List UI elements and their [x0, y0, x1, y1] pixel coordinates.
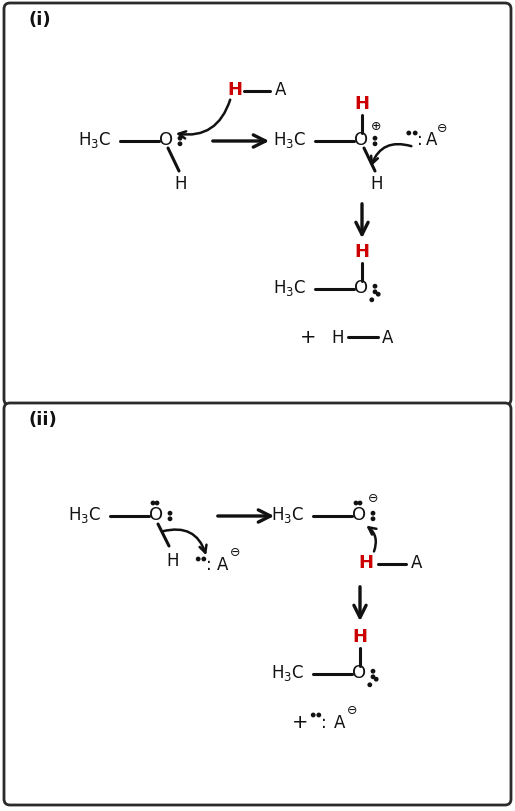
Text: H$_3$C: H$_3$C: [273, 130, 306, 150]
Circle shape: [370, 298, 373, 303]
Circle shape: [371, 676, 375, 679]
Text: :: :: [321, 713, 327, 731]
Text: O: O: [354, 131, 368, 148]
Circle shape: [371, 670, 375, 673]
Circle shape: [151, 502, 154, 505]
Text: (ii): (ii): [28, 410, 57, 428]
Circle shape: [373, 285, 376, 289]
Text: :: :: [206, 556, 212, 573]
Text: A: A: [426, 131, 438, 148]
Text: (i): (i): [28, 11, 50, 29]
Text: H$_3$C: H$_3$C: [271, 504, 304, 525]
Circle shape: [168, 517, 171, 521]
Circle shape: [371, 517, 375, 521]
Text: ⊖: ⊖: [437, 122, 447, 135]
Circle shape: [368, 683, 371, 687]
Text: :: :: [417, 131, 423, 148]
Text: A: A: [382, 328, 393, 346]
Text: H: H: [371, 175, 383, 193]
Text: H$_3$C: H$_3$C: [78, 130, 112, 150]
Text: H$_3$C: H$_3$C: [68, 504, 101, 525]
Circle shape: [197, 558, 200, 561]
Text: A: A: [411, 553, 423, 571]
Text: ⊖: ⊖: [347, 704, 357, 717]
Text: H: H: [354, 242, 369, 260]
Text: O: O: [352, 663, 366, 681]
Circle shape: [376, 293, 380, 297]
Circle shape: [407, 132, 410, 135]
Text: A: A: [276, 81, 287, 99]
Text: H: H: [167, 551, 179, 569]
Circle shape: [178, 137, 182, 141]
Circle shape: [371, 512, 375, 515]
Text: O: O: [159, 131, 173, 148]
Circle shape: [156, 502, 159, 505]
Text: O: O: [352, 505, 366, 523]
Text: ⊖: ⊖: [230, 546, 241, 559]
Circle shape: [168, 512, 171, 515]
Text: H$_3$C: H$_3$C: [273, 277, 306, 298]
FancyBboxPatch shape: [4, 4, 511, 406]
Text: +: +: [300, 328, 316, 347]
Text: +: +: [292, 713, 308, 732]
Circle shape: [202, 558, 205, 561]
Text: A: A: [334, 713, 346, 731]
Text: O: O: [354, 279, 368, 297]
Circle shape: [354, 502, 358, 505]
Text: H: H: [228, 81, 243, 99]
Circle shape: [374, 678, 378, 681]
FancyBboxPatch shape: [4, 404, 511, 805]
Text: H: H: [175, 175, 187, 193]
Text: H: H: [352, 627, 368, 646]
Text: A: A: [217, 556, 229, 573]
Text: H$_3$C: H$_3$C: [271, 663, 304, 682]
Circle shape: [178, 143, 182, 146]
Text: H: H: [358, 553, 373, 571]
Text: H: H: [332, 328, 344, 346]
Text: ⊕: ⊕: [371, 119, 381, 132]
Text: ⊖: ⊖: [368, 492, 378, 505]
Text: O: O: [149, 505, 163, 523]
Text: H: H: [354, 95, 369, 113]
Circle shape: [373, 137, 376, 141]
Circle shape: [373, 143, 376, 146]
Circle shape: [312, 714, 315, 717]
Circle shape: [317, 714, 320, 717]
Circle shape: [358, 502, 362, 505]
Circle shape: [414, 132, 417, 135]
Circle shape: [373, 290, 376, 294]
